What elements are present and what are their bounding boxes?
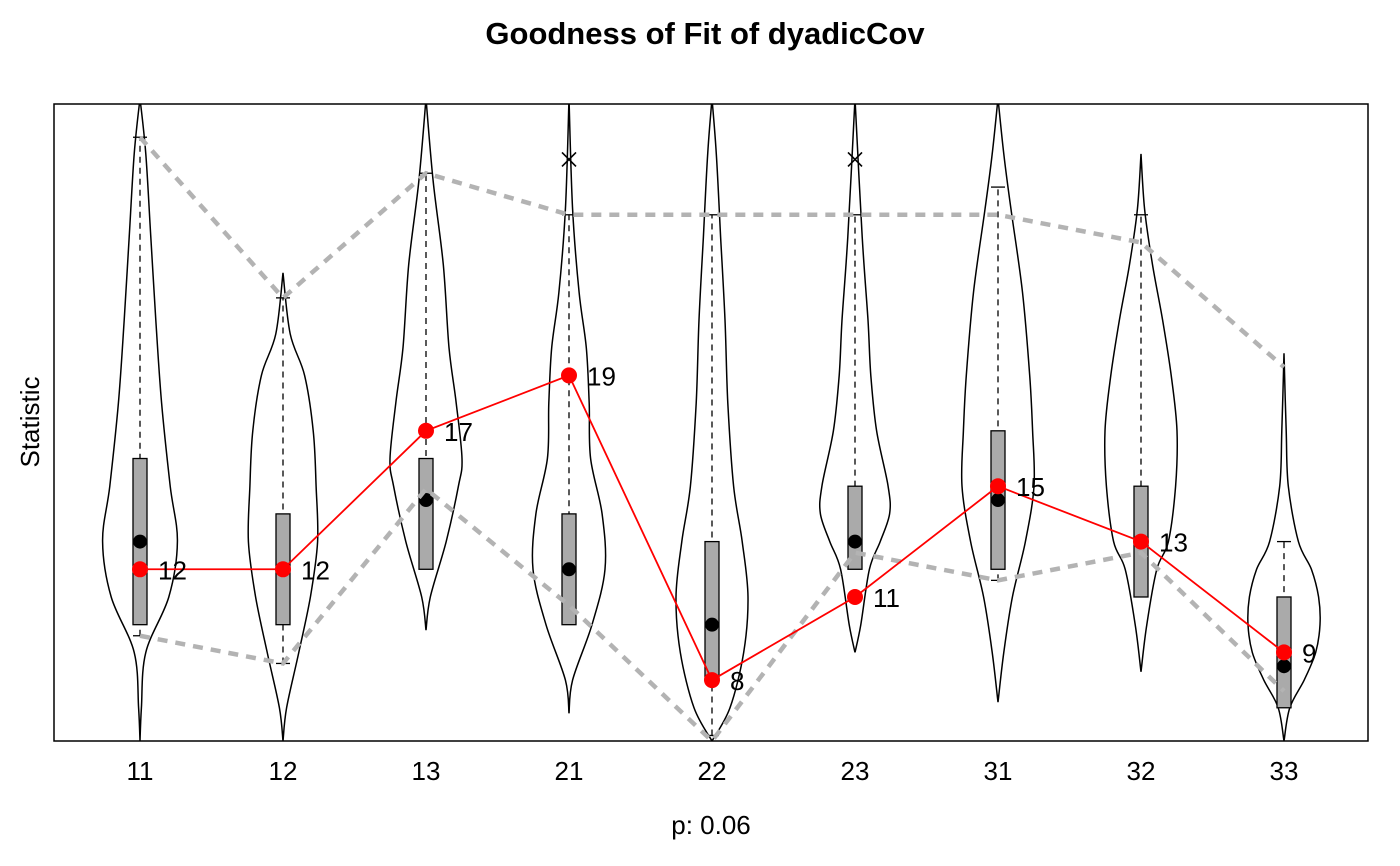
observed-point — [275, 561, 291, 578]
median-point — [848, 534, 862, 549]
violin-outline — [247, 272, 319, 741]
outlier-marker — [847, 151, 863, 167]
median-point — [562, 562, 576, 577]
median-point — [133, 534, 147, 549]
x-tick-label: 12 — [269, 756, 298, 786]
observed-point — [132, 561, 148, 578]
box — [418, 457, 434, 570]
median-point — [705, 617, 719, 632]
lower-band-line — [139, 485, 1286, 741]
violin-outline — [101, 104, 179, 741]
observed-point — [561, 367, 577, 384]
observed-point — [1133, 533, 1149, 550]
plot-area — [101, 104, 1321, 741]
observed-point — [704, 672, 720, 689]
violin-outline — [1247, 353, 1321, 741]
upper-band-line — [138, 135, 1286, 369]
observed-value-label: 12 — [158, 555, 187, 585]
x-axis: 11 12 13 21 22 23 31 32 33 — [127, 756, 1299, 786]
x-tick-label: 33 — [1270, 756, 1299, 786]
box — [847, 485, 863, 570]
x-tick-label: 13 — [412, 756, 441, 786]
observed-value-label: 17 — [444, 417, 473, 447]
observed-point — [990, 478, 1006, 495]
observed-value-label: 9 — [1302, 638, 1316, 668]
observed-value-label: 15 — [1016, 472, 1045, 502]
chart-title: Goodness of Fit of dyadicCov — [485, 16, 925, 51]
observed-point — [1276, 644, 1292, 661]
violin-outline — [818, 104, 892, 653]
observed-value-label: 11 — [873, 583, 900, 613]
observed-value-label: 8 — [730, 666, 744, 696]
box — [704, 540, 720, 681]
violin-outline — [1103, 153, 1179, 672]
observed-point — [847, 588, 863, 605]
x-tick-label: 22 — [698, 756, 727, 786]
observed-value-label: 12 — [301, 555, 330, 585]
violin-outline — [389, 104, 463, 631]
violin-outline — [531, 104, 607, 714]
observed-point — [418, 422, 434, 439]
violin-outline — [960, 104, 1036, 703]
x-tick-label: 31 — [984, 756, 1013, 786]
y-axis-label: Statistic — [15, 376, 45, 467]
x-tick-label: 11 — [127, 756, 154, 786]
x-tick-label: 21 — [555, 756, 584, 786]
x-tick-label: 23 — [841, 756, 870, 786]
observed-value-label: 19 — [587, 361, 616, 391]
median-point — [991, 493, 1005, 508]
observed-value-label: 13 — [1159, 528, 1188, 558]
median-point — [1277, 659, 1291, 674]
x-axis-label: p: 0.06 — [671, 810, 751, 840]
violin-outline — [675, 104, 749, 741]
outlier-marker — [561, 151, 577, 167]
x-tick-label: 32 — [1127, 756, 1156, 786]
